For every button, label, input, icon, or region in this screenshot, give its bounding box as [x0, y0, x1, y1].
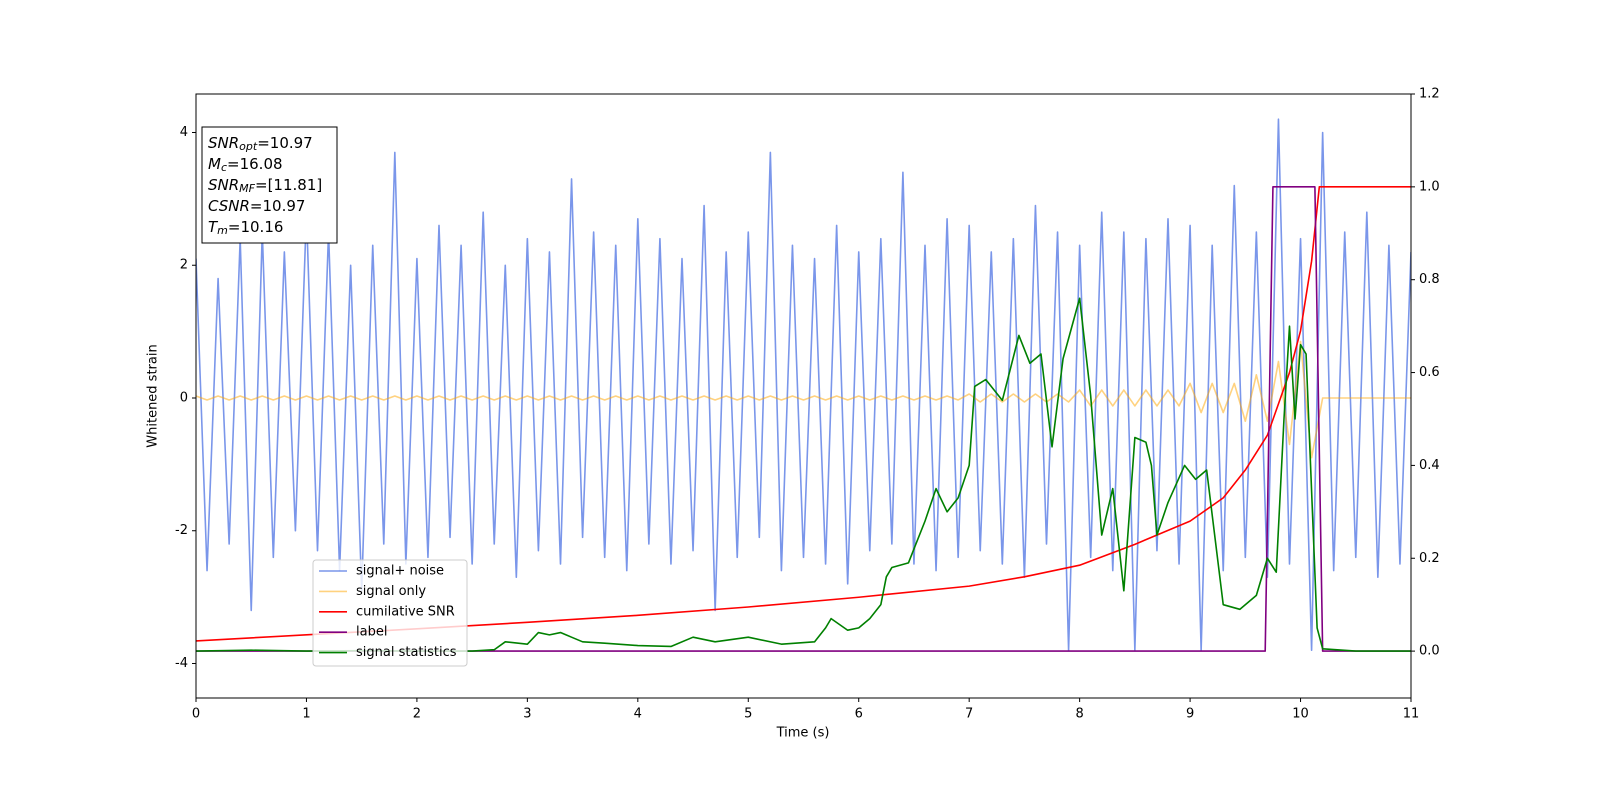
plot-area — [196, 118, 1411, 652]
series-line — [196, 118, 1411, 652]
x-tick-label: 5 — [744, 707, 752, 722]
annotation: CSNR=10.97 — [208, 197, 305, 215]
annotation-value: =10.97 — [250, 197, 306, 215]
annotation-box: SNRopt=10.97Mc=16.08SNRMF=[11.81]CSNR=10… — [201, 126, 338, 244]
annotation-sub: c — [221, 161, 227, 174]
y-tick-label: -4 — [175, 656, 188, 671]
legend-label: cumilative SNR — [356, 604, 455, 619]
y-tick-label: 4 — [180, 125, 188, 140]
annotation-name: M — [208, 155, 221, 173]
x-tick-label: 8 — [1075, 707, 1083, 722]
y-tick-label: -2 — [175, 523, 188, 538]
annotation-frame — [201, 126, 338, 244]
x-tick-label: 2 — [413, 707, 421, 722]
y2-tick-label: 0.0 — [1419, 644, 1440, 659]
annotation: Tm=10.16 — [208, 218, 283, 238]
series-line — [196, 297, 1411, 652]
annotation-name: SNR — [208, 176, 239, 194]
legend-label: signal only — [356, 584, 426, 599]
plot-frame — [195, 93, 1412, 699]
x-tick-label: 3 — [523, 707, 531, 722]
y2-tick-label: 1.0 — [1419, 179, 1440, 194]
x-tick-label: 11 — [1403, 707, 1420, 722]
annotation-value: =16.08 — [227, 155, 283, 173]
legend-label: label — [356, 625, 387, 640]
y2-tick-label: 1.2 — [1419, 87, 1440, 102]
x-tick-label: 1 — [302, 707, 310, 722]
annotation-value: =10.97 — [257, 134, 313, 152]
y2-tick-label: 0.8 — [1419, 272, 1440, 287]
annotation-value: =[11.81] — [255, 176, 322, 194]
annotation-value: =10.16 — [228, 218, 284, 236]
legend-frame — [312, 559, 468, 667]
x-tick-label: 10 — [1292, 707, 1309, 722]
y-tick-label: 0 — [180, 390, 188, 405]
annotation-name: CSNR — [208, 197, 250, 215]
legend-label: signal statistics — [356, 645, 457, 660]
y2-tick-label: 0.4 — [1419, 458, 1440, 473]
annotation-sub: m — [217, 224, 228, 237]
annotation-name: SNR — [208, 134, 239, 152]
x-tick-label: 7 — [965, 707, 973, 722]
x-tick-label: 4 — [634, 707, 642, 722]
x-axis-label: Time (s) — [776, 726, 830, 741]
annotation-sub: opt — [239, 140, 258, 153]
series-line — [196, 186, 1411, 642]
annotation: SNRopt=10.97 — [208, 134, 313, 154]
annotation: SNRMF=[11.81] — [208, 176, 322, 196]
y-axis-label: Whitened strain — [146, 344, 161, 447]
series-line — [196, 340, 1411, 459]
y2-tick-label: 0.6 — [1419, 365, 1440, 380]
x-tick-label: 9 — [1186, 707, 1194, 722]
y-tick-label: 2 — [180, 258, 188, 273]
series-line — [196, 186, 1411, 652]
legend: signal+ noise signal only cumilative SNR la… — [312, 559, 468, 667]
y2-tick-label: 0.2 — [1419, 551, 1440, 566]
x-tick-label: 6 — [855, 707, 863, 722]
legend-label: signal+ noise — [356, 564, 444, 579]
annotation: Mc=16.08 — [208, 155, 283, 175]
annotation-name: T — [208, 218, 219, 236]
annotation-sub: MF — [239, 182, 255, 195]
x-tick-label: 0 — [192, 707, 200, 722]
